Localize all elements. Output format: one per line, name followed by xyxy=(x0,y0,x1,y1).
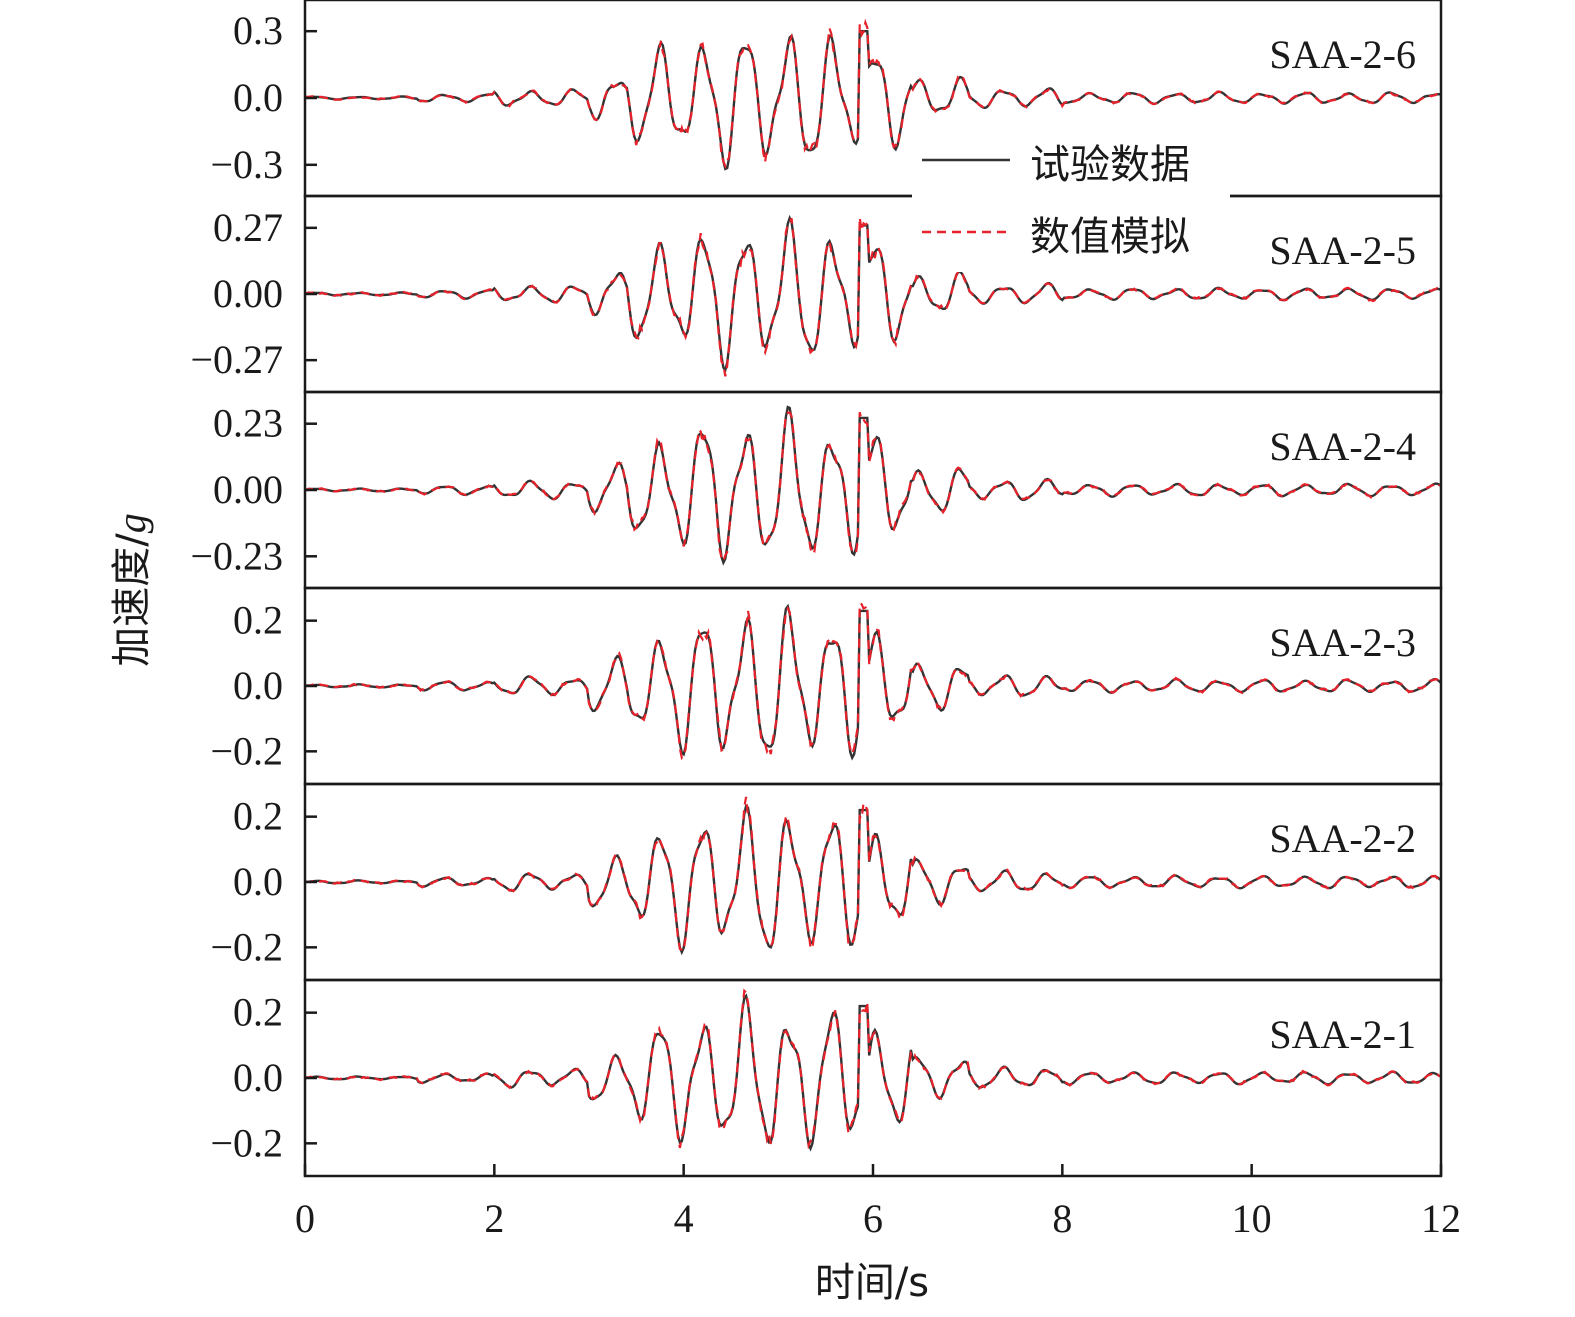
series-simulation-SAA-2-6 xyxy=(304,18,1442,170)
x-tick-label: 8 xyxy=(1052,1196,1072,1241)
panel-SAA-2-4: 0.23 0.00 −0.23 SAA-2-4 xyxy=(190,390,1443,590)
panel-SAA-2-1: 0.2 0.0 −0.2 SAA-2-1 xyxy=(210,978,1443,1178)
series-simulation-SAA-2-4 xyxy=(304,411,1442,564)
panel-label: SAA-2-1 xyxy=(1269,1012,1416,1057)
panel-label: SAA-2-4 xyxy=(1269,424,1416,469)
y-tick-label: −0.3 xyxy=(210,142,283,187)
series-simulation-SAA-2-2 xyxy=(304,796,1442,953)
panel-label: SAA-2-6 xyxy=(1269,32,1416,77)
y-axis-title: 加速度/g xyxy=(109,513,155,666)
x-tick-label: 2 xyxy=(484,1196,504,1241)
x-tick-label: 6 xyxy=(863,1196,883,1241)
y-tick-label: 0.0 xyxy=(233,663,283,708)
y-axis-title-prefix: 加速度/ xyxy=(109,533,155,667)
y-tick-label: −0.2 xyxy=(210,728,283,773)
y-tick-label: 0.0 xyxy=(233,859,283,904)
x-tick-label: 4 xyxy=(674,1196,694,1241)
y-tick-label: −0.23 xyxy=(190,533,283,578)
y-tick-label: 0.2 xyxy=(233,990,283,1035)
legend-label-test-data: 试验数据 xyxy=(1030,142,1190,188)
panel-SAA-2-2: 0.2 0.0 −0.2 SAA-2-2 xyxy=(210,782,1443,982)
y-tick-label: 0.23 xyxy=(213,401,283,446)
y-tick-label: −0.2 xyxy=(210,1120,283,1165)
legend-background xyxy=(912,132,1230,272)
legend: 试验数据 数值模拟 xyxy=(912,132,1230,272)
series-test-data-SAA-2-4 xyxy=(304,405,1442,566)
x-tick-label: 10 xyxy=(1232,1196,1272,1241)
y-tick-label: 0.00 xyxy=(213,467,283,512)
series-simulation-SAA-2-3 xyxy=(304,602,1442,761)
legend-label-simulation: 数值模拟 xyxy=(1030,214,1190,260)
x-axis-title: 时间/s xyxy=(815,1260,929,1306)
panel-label: SAA-2-3 xyxy=(1269,620,1416,665)
y-tick-label: −0.2 xyxy=(210,924,283,969)
y-tick-label: 0.27 xyxy=(213,205,283,250)
y-tick-label: 0.00 xyxy=(213,271,283,316)
panel-SAA-2-3: 0.2 0.0 −0.2 SAA-2-3 xyxy=(210,586,1443,786)
x-tick-label: 0 xyxy=(295,1196,315,1241)
y-tick-label: −0.27 xyxy=(190,337,283,382)
panel-SAA-2-6: 0.3 0.0 −0.3 SAA-2-6 xyxy=(210,0,1443,198)
panel-label: SAA-2-2 xyxy=(1269,816,1416,861)
y-tick-label: 0.0 xyxy=(233,1055,283,1100)
x-axis: 0 2 4 6 8 10 12 xyxy=(295,1164,1461,1241)
y-tick-label: 0.0 xyxy=(233,75,283,120)
y-axis-title-unit: g xyxy=(109,513,154,533)
panel-SAA-2-5: 0.27 0.00 −0.27 SAA-2-5 xyxy=(190,194,1443,394)
panel-label: SAA-2-5 xyxy=(1269,228,1416,273)
y-tick-label: 0.3 xyxy=(233,8,283,53)
y-tick-label: 0.2 xyxy=(233,598,283,643)
series-simulation-SAA-2-1 xyxy=(304,988,1442,1150)
x-tick-label: 12 xyxy=(1421,1196,1461,1241)
panels-group: 0.30.0−0.3SAA-2-60.270.00−0.27SAA-2-50.2… xyxy=(190,0,1443,1178)
y-tick-label: 0.2 xyxy=(233,794,283,839)
